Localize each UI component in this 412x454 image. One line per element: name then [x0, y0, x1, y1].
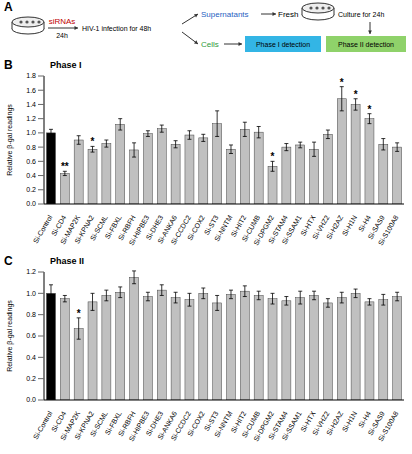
svg-text:Phase II detection: Phase II detection	[338, 41, 394, 48]
svg-text:Si-FBXL: Si-FBXL	[103, 410, 123, 437]
svg-text:0.4: 0.4	[26, 354, 36, 361]
svg-text:Si-DPGM2: Si-DPGM2	[252, 214, 276, 247]
svg-text:Si-RBFH: Si-RBFH	[116, 214, 137, 242]
svg-text:0.0: 0.0	[26, 200, 36, 207]
svg-text:Si-DPGM2: Si-DPGM2	[252, 410, 276, 443]
svg-text:Si-VHZ2: Si-VHZ2	[311, 214, 331, 241]
svg-text:Si-MAP2K: Si-MAP2K	[59, 214, 82, 246]
svg-text:24h: 24h	[56, 32, 68, 39]
svg-text:Si-KPNA2: Si-KPNA2	[73, 214, 96, 245]
svg-text:Si-HIT2: Si-HIT2	[229, 410, 248, 435]
svg-text:0.8: 0.8	[26, 144, 36, 151]
svg-text:Si-CCDC2: Si-CCDC2	[170, 410, 192, 442]
svg-text:Si-CCDC2: Si-CCDC2	[170, 214, 192, 246]
svg-text:Si-COX2: Si-COX2	[186, 410, 206, 438]
svg-text:0.6: 0.6	[26, 158, 36, 165]
svg-text:1.0: 1.0	[26, 129, 36, 136]
svg-text:Si-NNTM: Si-NNTM	[213, 214, 234, 243]
svg-text:Si-CD4: Si-CD4	[50, 214, 68, 237]
svg-text:0.6: 0.6	[26, 332, 36, 339]
svg-text:Si-CD4: Si-CD4	[50, 410, 68, 433]
svg-text:Si-NNTM: Si-NNTM	[213, 410, 234, 439]
svg-text:Si-STAM4: Si-STAM4	[267, 410, 289, 441]
svg-text:Si-CUMB: Si-CUMB	[240, 410, 262, 439]
svg-text:Si-ANKA6: Si-ANKA6	[156, 410, 179, 441]
svg-text:Si-DHE3: Si-DHE3	[144, 410, 165, 438]
svg-text:HIV-1 infection for 48h: HIV-1 infection for 48h	[82, 25, 151, 32]
svg-text:Si-SSAM1: Si-SSAM1	[281, 214, 303, 246]
svg-text:1.2: 1.2	[26, 268, 36, 275]
svg-text:Si-ANKA6: Si-ANKA6	[156, 214, 179, 245]
svg-text:Si-Control: Si-Control	[32, 214, 54, 245]
svg-text:Si-H4: Si-H4	[357, 410, 372, 429]
svg-text:Si-Control: Si-Control	[32, 410, 54, 441]
svg-text:Si-CUMB: Si-CUMB	[240, 214, 262, 243]
svg-text:1.0: 1.0	[26, 290, 36, 297]
svg-text:Supernatants: Supernatants	[201, 10, 249, 19]
svg-text:1.2: 1.2	[26, 115, 36, 122]
svg-text:Cells: Cells	[201, 40, 219, 49]
svg-text:Si-ST3: Si-ST3	[202, 214, 220, 236]
svg-text:*: *	[271, 151, 275, 162]
svg-text:**: **	[61, 161, 69, 172]
svg-text:Si-HIT2: Si-HIT2	[229, 214, 248, 239]
html-text:Phase I: Phase I	[50, 60, 82, 70]
svg-text:*: *	[77, 308, 81, 319]
svg-text:Si-FBXL: Si-FBXL	[103, 214, 123, 241]
svg-text:Si-SCML: Si-SCML	[88, 214, 109, 242]
svg-text:1.6: 1.6	[26, 87, 36, 94]
svg-text:0.2: 0.2	[26, 375, 36, 382]
svg-text:*: *	[340, 77, 344, 88]
svg-text:*: *	[368, 104, 372, 115]
svg-text:*: *	[91, 136, 95, 147]
svg-text:Si-ST3: Si-ST3	[202, 410, 220, 432]
svg-text:Si-COX2: Si-COX2	[186, 214, 206, 242]
html-text:C: C	[4, 254, 13, 268]
svg-text:Si-H1N: Si-H1N	[341, 214, 358, 237]
html-text:B: B	[4, 58, 13, 72]
svg-text:Si-KPNA2: Si-KPNA2	[73, 410, 96, 441]
svg-text:Phase I detection: Phase I detection	[256, 41, 310, 48]
svg-text:Si-H4: Si-H4	[357, 214, 372, 233]
svg-text:0.0: 0.0	[26, 396, 36, 403]
svg-text:Si-HIPBE3: Si-HIPBE3	[128, 214, 151, 247]
svg-text:Relative β-gal readings: Relative β-gal readings	[6, 104, 14, 176]
svg-text:Culture for 24h: Culture for 24h	[338, 11, 384, 18]
svg-text:Si-HTX: Si-HTX	[299, 214, 317, 237]
svg-text:Si-HTX: Si-HTX	[299, 410, 317, 433]
svg-text:Si-H2AZ: Si-H2AZ	[325, 213, 345, 240]
svg-text:Si-MAP2K: Si-MAP2K	[59, 410, 82, 442]
svg-text:Fresh: Fresh	[278, 10, 298, 19]
svg-text:Si-SCML: Si-SCML	[88, 410, 109, 438]
svg-text:*: *	[354, 89, 358, 100]
svg-text:Si-S100A8: Si-S100A8	[377, 410, 400, 443]
svg-text:Si-DHE3: Si-DHE3	[144, 214, 165, 242]
svg-text:0.4: 0.4	[26, 172, 36, 179]
svg-text:Si-H2AZ: Si-H2AZ	[325, 409, 345, 436]
svg-text:siRNAs: siRNAs	[49, 17, 76, 26]
svg-text:Si-VHZ2: Si-VHZ2	[311, 410, 331, 437]
svg-text:Si-STAM4: Si-STAM4	[267, 214, 289, 245]
svg-text:1.4: 1.4	[26, 101, 36, 108]
svg-text:Relative β-gal readings: Relative β-gal readings	[6, 300, 14, 372]
svg-text:Si-SAS9: Si-SAS9	[366, 214, 386, 241]
svg-text:Si-SAS9: Si-SAS9	[366, 410, 386, 437]
svg-text:Si-H1N: Si-H1N	[341, 410, 358, 433]
svg-text:0.8: 0.8	[26, 311, 36, 318]
svg-text:Si-HIPBE3: Si-HIPBE3	[128, 410, 151, 443]
svg-text:A: A	[4, 0, 13, 14]
svg-text:Si-SSAM1: Si-SSAM1	[281, 410, 303, 442]
svg-text:Si-RBFH: Si-RBFH	[116, 410, 137, 438]
html-text:Phase II: Phase II	[50, 256, 84, 266]
svg-text:0.2: 0.2	[26, 186, 36, 193]
svg-text:1.8: 1.8	[26, 72, 36, 79]
svg-text:Si-S100A8: Si-S100A8	[377, 214, 400, 247]
